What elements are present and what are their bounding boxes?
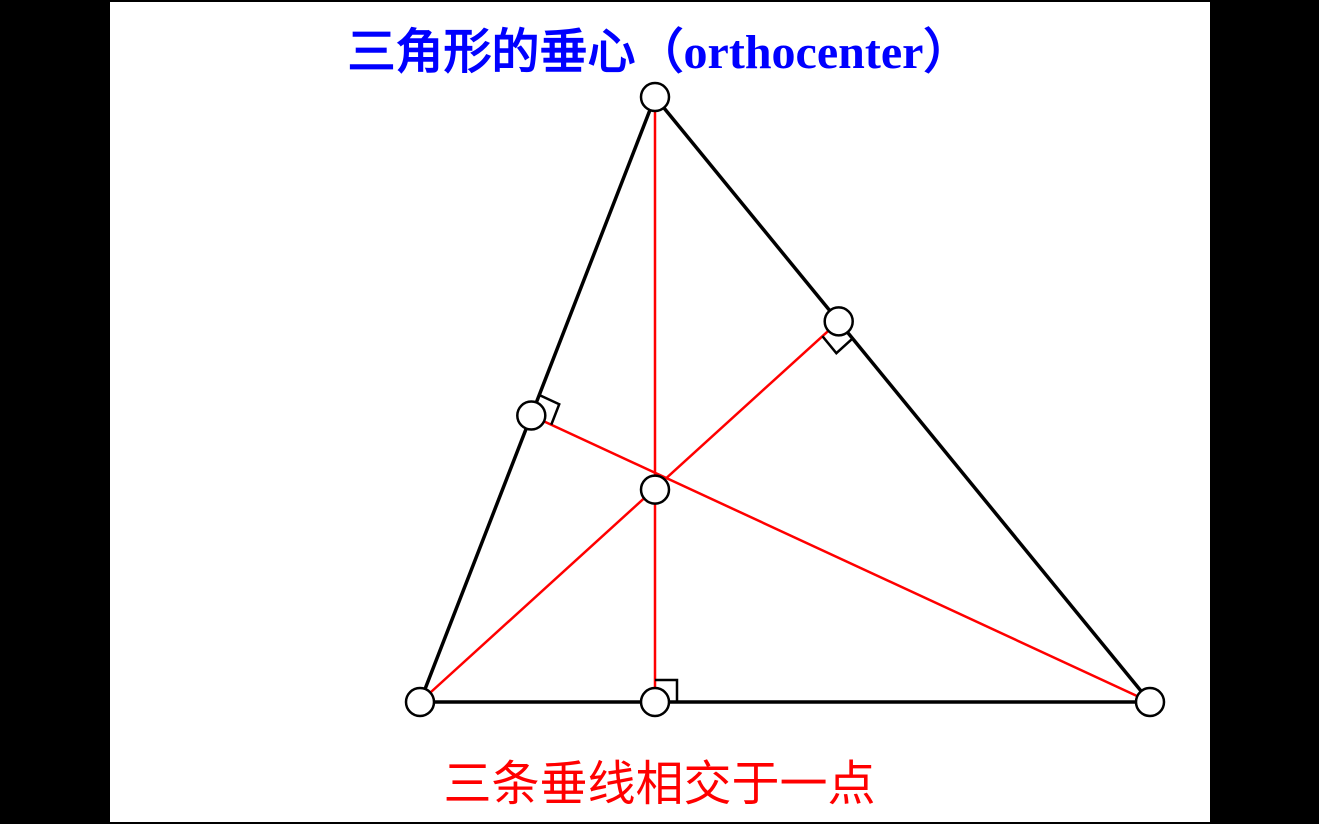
geometry-diagram <box>110 2 1210 822</box>
slide: 三角形的垂心（orthocenter） 三条垂线相交于一点 <box>110 2 1210 822</box>
slide-caption: 三条垂线相交于一点 <box>110 744 1210 814</box>
